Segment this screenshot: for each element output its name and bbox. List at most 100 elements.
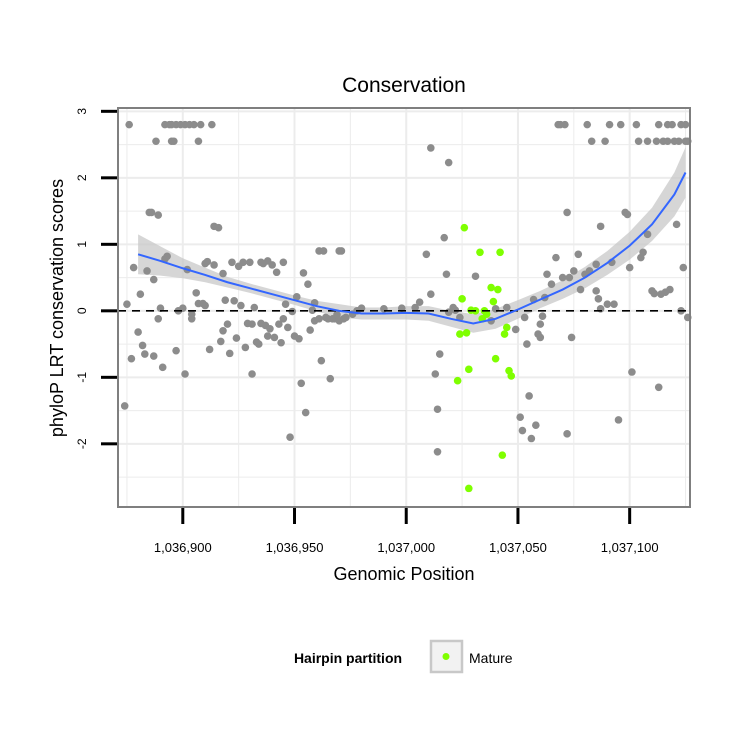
- other-point: [643, 137, 652, 146]
- mature-point: [456, 330, 464, 338]
- plot-panel-border: [117, 107, 691, 508]
- mature-point: [494, 285, 502, 294]
- other-point: [214, 223, 223, 232]
- other-point: [679, 263, 688, 272]
- other-point: [675, 137, 683, 146]
- other-point: [141, 350, 149, 358]
- other-point: [663, 137, 672, 146]
- other-point: [583, 120, 592, 129]
- other-point: [120, 402, 129, 410]
- other-point: [326, 374, 335, 383]
- legend: Hairpin partition Mature: [294, 639, 513, 674]
- smooth-line-group: [137, 172, 687, 325]
- other-point: [547, 280, 556, 289]
- other-point: [654, 383, 663, 392]
- other-point: [422, 250, 431, 259]
- other-point: [520, 313, 529, 322]
- other-point: [190, 120, 198, 129]
- other-point: [297, 379, 306, 388]
- y-tick-label: 1: [75, 241, 89, 248]
- mature-point: [487, 283, 495, 292]
- other-point: [149, 275, 158, 284]
- other-point: [170, 137, 178, 146]
- x-tick-label: 1,037,100: [601, 540, 659, 555]
- other-point: [270, 333, 279, 342]
- other-point: [223, 320, 232, 328]
- other-point: [208, 120, 216, 129]
- other-point: [158, 363, 167, 372]
- other-point: [527, 434, 536, 443]
- other-point: [248, 320, 256, 328]
- other-point: [614, 416, 623, 424]
- other-point: [574, 250, 583, 259]
- other-point: [333, 311, 341, 319]
- other-point: [442, 270, 451, 279]
- other-point: [254, 340, 263, 348]
- other-point: [201, 301, 209, 310]
- other-point: [596, 222, 605, 231]
- y-tick-label: 0: [75, 307, 89, 314]
- other-point: [536, 333, 545, 342]
- other-point: [241, 343, 250, 352]
- other-point: [435, 350, 444, 358]
- mature-point: [502, 323, 511, 332]
- other-point: [143, 267, 151, 275]
- mature-point: [491, 354, 500, 363]
- mature-point: [464, 484, 473, 493]
- other-point: [203, 257, 212, 266]
- other-point: [427, 290, 435, 299]
- other-point: [603, 300, 612, 308]
- other-point: [543, 270, 551, 279]
- other-point: [532, 421, 540, 430]
- y-tick-label: -2: [75, 438, 89, 449]
- mature-point: [462, 328, 471, 337]
- other-point: [525, 392, 533, 400]
- other-point: [250, 303, 259, 312]
- other-point: [152, 137, 160, 146]
- other-point: [225, 349, 234, 358]
- mature-point: [476, 248, 484, 257]
- smooth-line: [137, 172, 687, 325]
- other-point: [592, 287, 600, 295]
- other-point: [634, 137, 643, 146]
- other-point: [129, 263, 138, 272]
- other-point: [601, 137, 609, 146]
- other-point: [295, 334, 303, 343]
- mature-point: [500, 330, 509, 338]
- other-point: [561, 120, 569, 129]
- other-point: [196, 120, 205, 129]
- grid: [118, 108, 690, 507]
- other-point: [187, 315, 196, 323]
- other-point: [268, 261, 276, 269]
- other-point: [134, 328, 142, 336]
- other-point: [192, 289, 201, 297]
- other-point: [205, 345, 214, 354]
- other-point: [654, 120, 663, 129]
- other-point: [275, 320, 283, 328]
- other-point: [672, 220, 681, 229]
- other-point: [668, 120, 676, 129]
- other-point: [237, 301, 245, 310]
- other-point: [284, 323, 292, 332]
- other-point: [523, 340, 531, 348]
- other-point: [221, 296, 230, 304]
- y-axis-ticks: 3 2 1 0 -1 -2: [75, 108, 117, 449]
- other-point: [538, 312, 547, 320]
- mature-point: [482, 310, 491, 318]
- other-point: [511, 325, 520, 334]
- y-axis-title: phyloP LRT conservation scores: [47, 179, 67, 437]
- other-point: [433, 405, 442, 414]
- other-point: [279, 258, 288, 267]
- mature-point: [498, 451, 507, 459]
- other-point: [502, 303, 511, 312]
- other-point: [149, 352, 158, 360]
- other-point: [567, 333, 576, 342]
- other-point: [518, 426, 527, 435]
- other-point: [440, 233, 449, 242]
- other-point: [643, 230, 652, 239]
- other-point: [411, 303, 419, 312]
- other-point: [304, 280, 312, 289]
- other-point: [337, 247, 346, 255]
- other-point: [516, 413, 524, 422]
- other-point: [652, 137, 661, 146]
